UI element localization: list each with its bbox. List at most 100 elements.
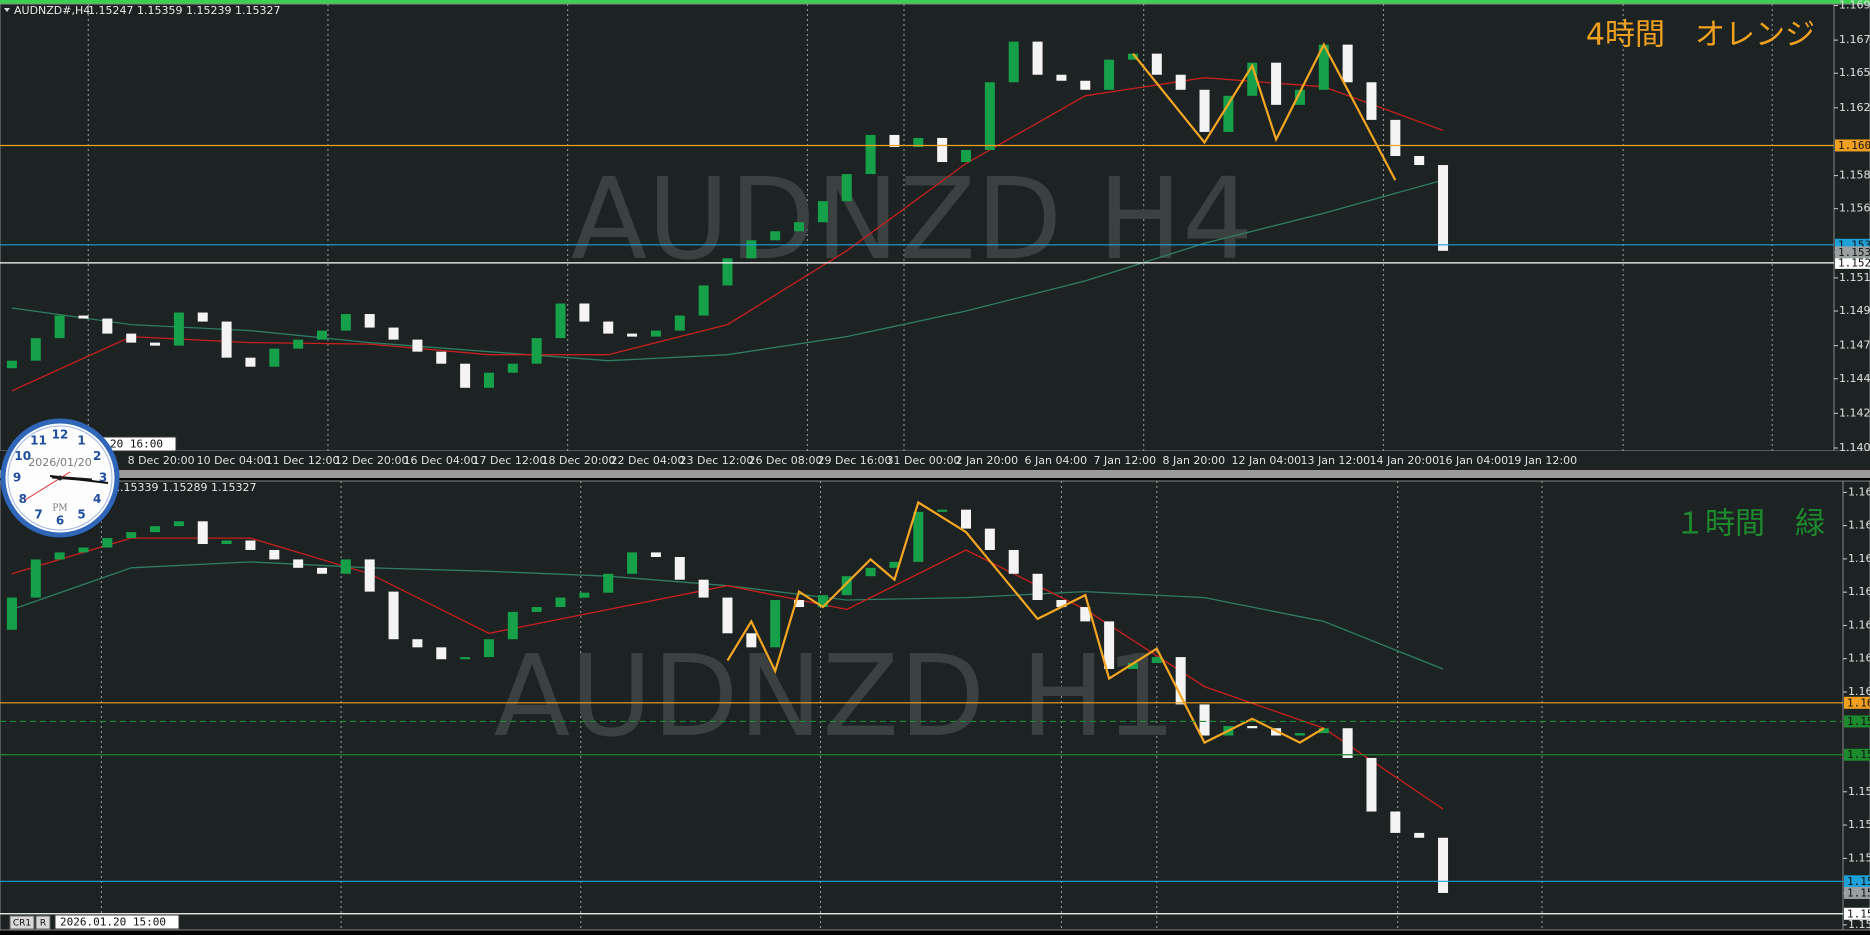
x-tick-label: 8 Dec 20:00	[128, 454, 195, 467]
symbol: AUDNZD#,H4	[14, 4, 90, 17]
candle	[197, 312, 208, 322]
x-tick-label: 23 Dec 12:00	[680, 454, 754, 467]
candle	[1247, 726, 1258, 729]
candle	[984, 528, 995, 550]
candle	[698, 285, 709, 316]
candle	[150, 342, 161, 346]
candle	[245, 357, 256, 367]
candle	[650, 552, 661, 558]
y-tick-label: 1.154	[1848, 851, 1870, 864]
candle	[770, 231, 781, 241]
candle	[1080, 607, 1091, 622]
candle	[1127, 53, 1138, 60]
clock-number: 3	[99, 471, 107, 485]
x-tick-label: 14 Jan 20:00	[1369, 454, 1439, 467]
price-label: 1.159	[1847, 715, 1870, 728]
candle	[984, 82, 995, 150]
candle	[579, 303, 590, 322]
y-tick-label: 1.161	[1848, 652, 1870, 665]
x-tick-label: 13 Jan 12:00	[1300, 454, 1370, 467]
panel-title: 4時間 オレンジ	[1586, 18, 1815, 53]
candle	[340, 559, 351, 574]
candle	[1056, 600, 1067, 608]
candle	[78, 547, 89, 553]
candle	[54, 315, 65, 339]
candle	[889, 561, 900, 568]
price-label: 1.152	[1847, 907, 1870, 920]
x-tick-label: 2 Jan 20:00	[956, 454, 1019, 467]
y-tick-label: 1.160	[1848, 685, 1870, 698]
candle	[627, 552, 638, 574]
clock-number: 11	[30, 433, 47, 447]
clock-date: 2026/01/20	[28, 456, 91, 469]
candle	[794, 222, 805, 232]
candle	[1104, 621, 1115, 669]
candle	[30, 338, 41, 361]
candle	[30, 559, 41, 598]
candle	[603, 573, 614, 593]
y-tick-label: 1.157	[1848, 785, 1870, 798]
candle	[460, 363, 471, 388]
zigzag	[1132, 42, 1397, 181]
candle	[1056, 74, 1067, 81]
candle	[150, 526, 161, 533]
price-label-box	[1844, 886, 1870, 899]
clock-inner-ring	[7, 425, 113, 531]
candle	[865, 134, 876, 175]
y-tick-label: 1.1673	[1839, 33, 1870, 46]
candle	[221, 540, 232, 545]
candle	[197, 521, 208, 545]
y-tick-label: 1.1425	[1839, 406, 1870, 419]
x-tick-label: 10 Dec 04:00	[197, 454, 271, 467]
y-tick-label: 1.1628	[1839, 101, 1870, 114]
candle	[770, 600, 781, 648]
candle	[1342, 44, 1353, 83]
candle	[78, 315, 89, 319]
moving-average-fast	[11, 77, 1444, 392]
candle	[603, 321, 614, 334]
candle	[889, 134, 900, 147]
price-label-box	[1844, 907, 1870, 920]
candle	[746, 240, 757, 259]
candle	[1342, 728, 1353, 758]
collapse-arrow	[4, 8, 10, 12]
x-tick-label: 18 Dec 20:00	[542, 454, 616, 467]
candle	[483, 639, 494, 658]
tab-label: CR1	[13, 919, 31, 929]
watermark: AUDNZD H4	[571, 155, 1254, 285]
clock-number: 8	[19, 492, 27, 506]
candle	[293, 559, 304, 568]
candle	[1247, 62, 1258, 96]
candle	[794, 600, 805, 608]
candle	[1199, 89, 1210, 132]
price-label-box	[1835, 256, 1870, 269]
clock-number: 6	[56, 514, 64, 528]
y-tick-label: 1.1402	[1839, 441, 1870, 454]
clock-number: 2	[93, 449, 101, 463]
x-tick-label: 26 Dec 08:00	[749, 454, 823, 467]
x-tick-label: 11 Dec 12:00	[266, 454, 340, 467]
price-label-box	[1844, 696, 1870, 709]
candle	[436, 351, 447, 364]
candle	[961, 509, 972, 529]
x-tick-label: 22 Dec 04:00	[611, 454, 685, 467]
x-tick-label: 8 Jan 20:00	[1162, 454, 1225, 467]
tab-label: R	[40, 919, 46, 929]
candle	[746, 633, 757, 648]
candle	[1414, 832, 1425, 838]
y-tick-label: 1.166	[1848, 519, 1870, 532]
candle	[1199, 704, 1210, 736]
candle	[1175, 74, 1186, 90]
price-axis	[1833, 3, 1870, 452]
candle	[1175, 657, 1186, 705]
clock-number: 4	[93, 492, 101, 506]
candle	[269, 348, 280, 367]
y-tick-label: 1.1493	[1839, 304, 1870, 317]
clock-number: 7	[34, 508, 42, 522]
x-tick-label: 16 Dec 04:00	[404, 454, 478, 467]
clock-number: 5	[77, 508, 85, 522]
candle	[555, 303, 566, 339]
panel-title: １時間 緑	[1675, 507, 1825, 542]
zigzag	[726, 500, 1325, 745]
